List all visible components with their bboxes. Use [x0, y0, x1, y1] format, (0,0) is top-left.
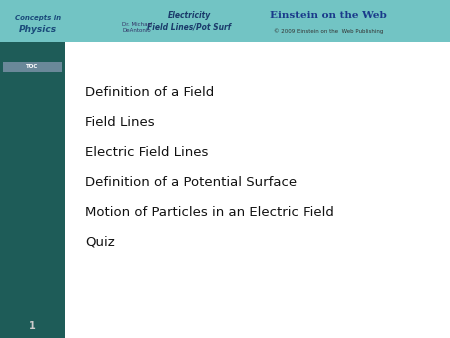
Text: Electric Field Lines: Electric Field Lines: [85, 145, 208, 159]
FancyBboxPatch shape: [0, 0, 450, 42]
Text: 1: 1: [29, 321, 36, 331]
Text: Definition of a Potential Surface: Definition of a Potential Surface: [85, 175, 297, 189]
Text: © 2009 Einstein on the  Web Publishing: © 2009 Einstein on the Web Publishing: [274, 29, 383, 34]
Text: Einstein on the Web: Einstein on the Web: [270, 11, 387, 21]
Text: Dr. Michael
DeAntonio: Dr. Michael DeAntonio: [122, 22, 153, 33]
Text: Field Lines: Field Lines: [85, 116, 155, 128]
Text: Quiz: Quiz: [85, 236, 115, 248]
FancyBboxPatch shape: [0, 42, 65, 338]
Text: Definition of a Field: Definition of a Field: [85, 86, 214, 98]
Text: Electricity
Field Lines/Pot Surf: Electricity Field Lines/Pot Surf: [147, 11, 231, 31]
FancyBboxPatch shape: [3, 62, 62, 72]
Text: Motion of Particles in an Electric Field: Motion of Particles in an Electric Field: [85, 206, 334, 218]
FancyBboxPatch shape: [65, 42, 450, 338]
Text: TOC: TOC: [26, 65, 39, 70]
Text: Concepts in: Concepts in: [15, 15, 61, 21]
Text: Physics: Physics: [19, 25, 57, 34]
